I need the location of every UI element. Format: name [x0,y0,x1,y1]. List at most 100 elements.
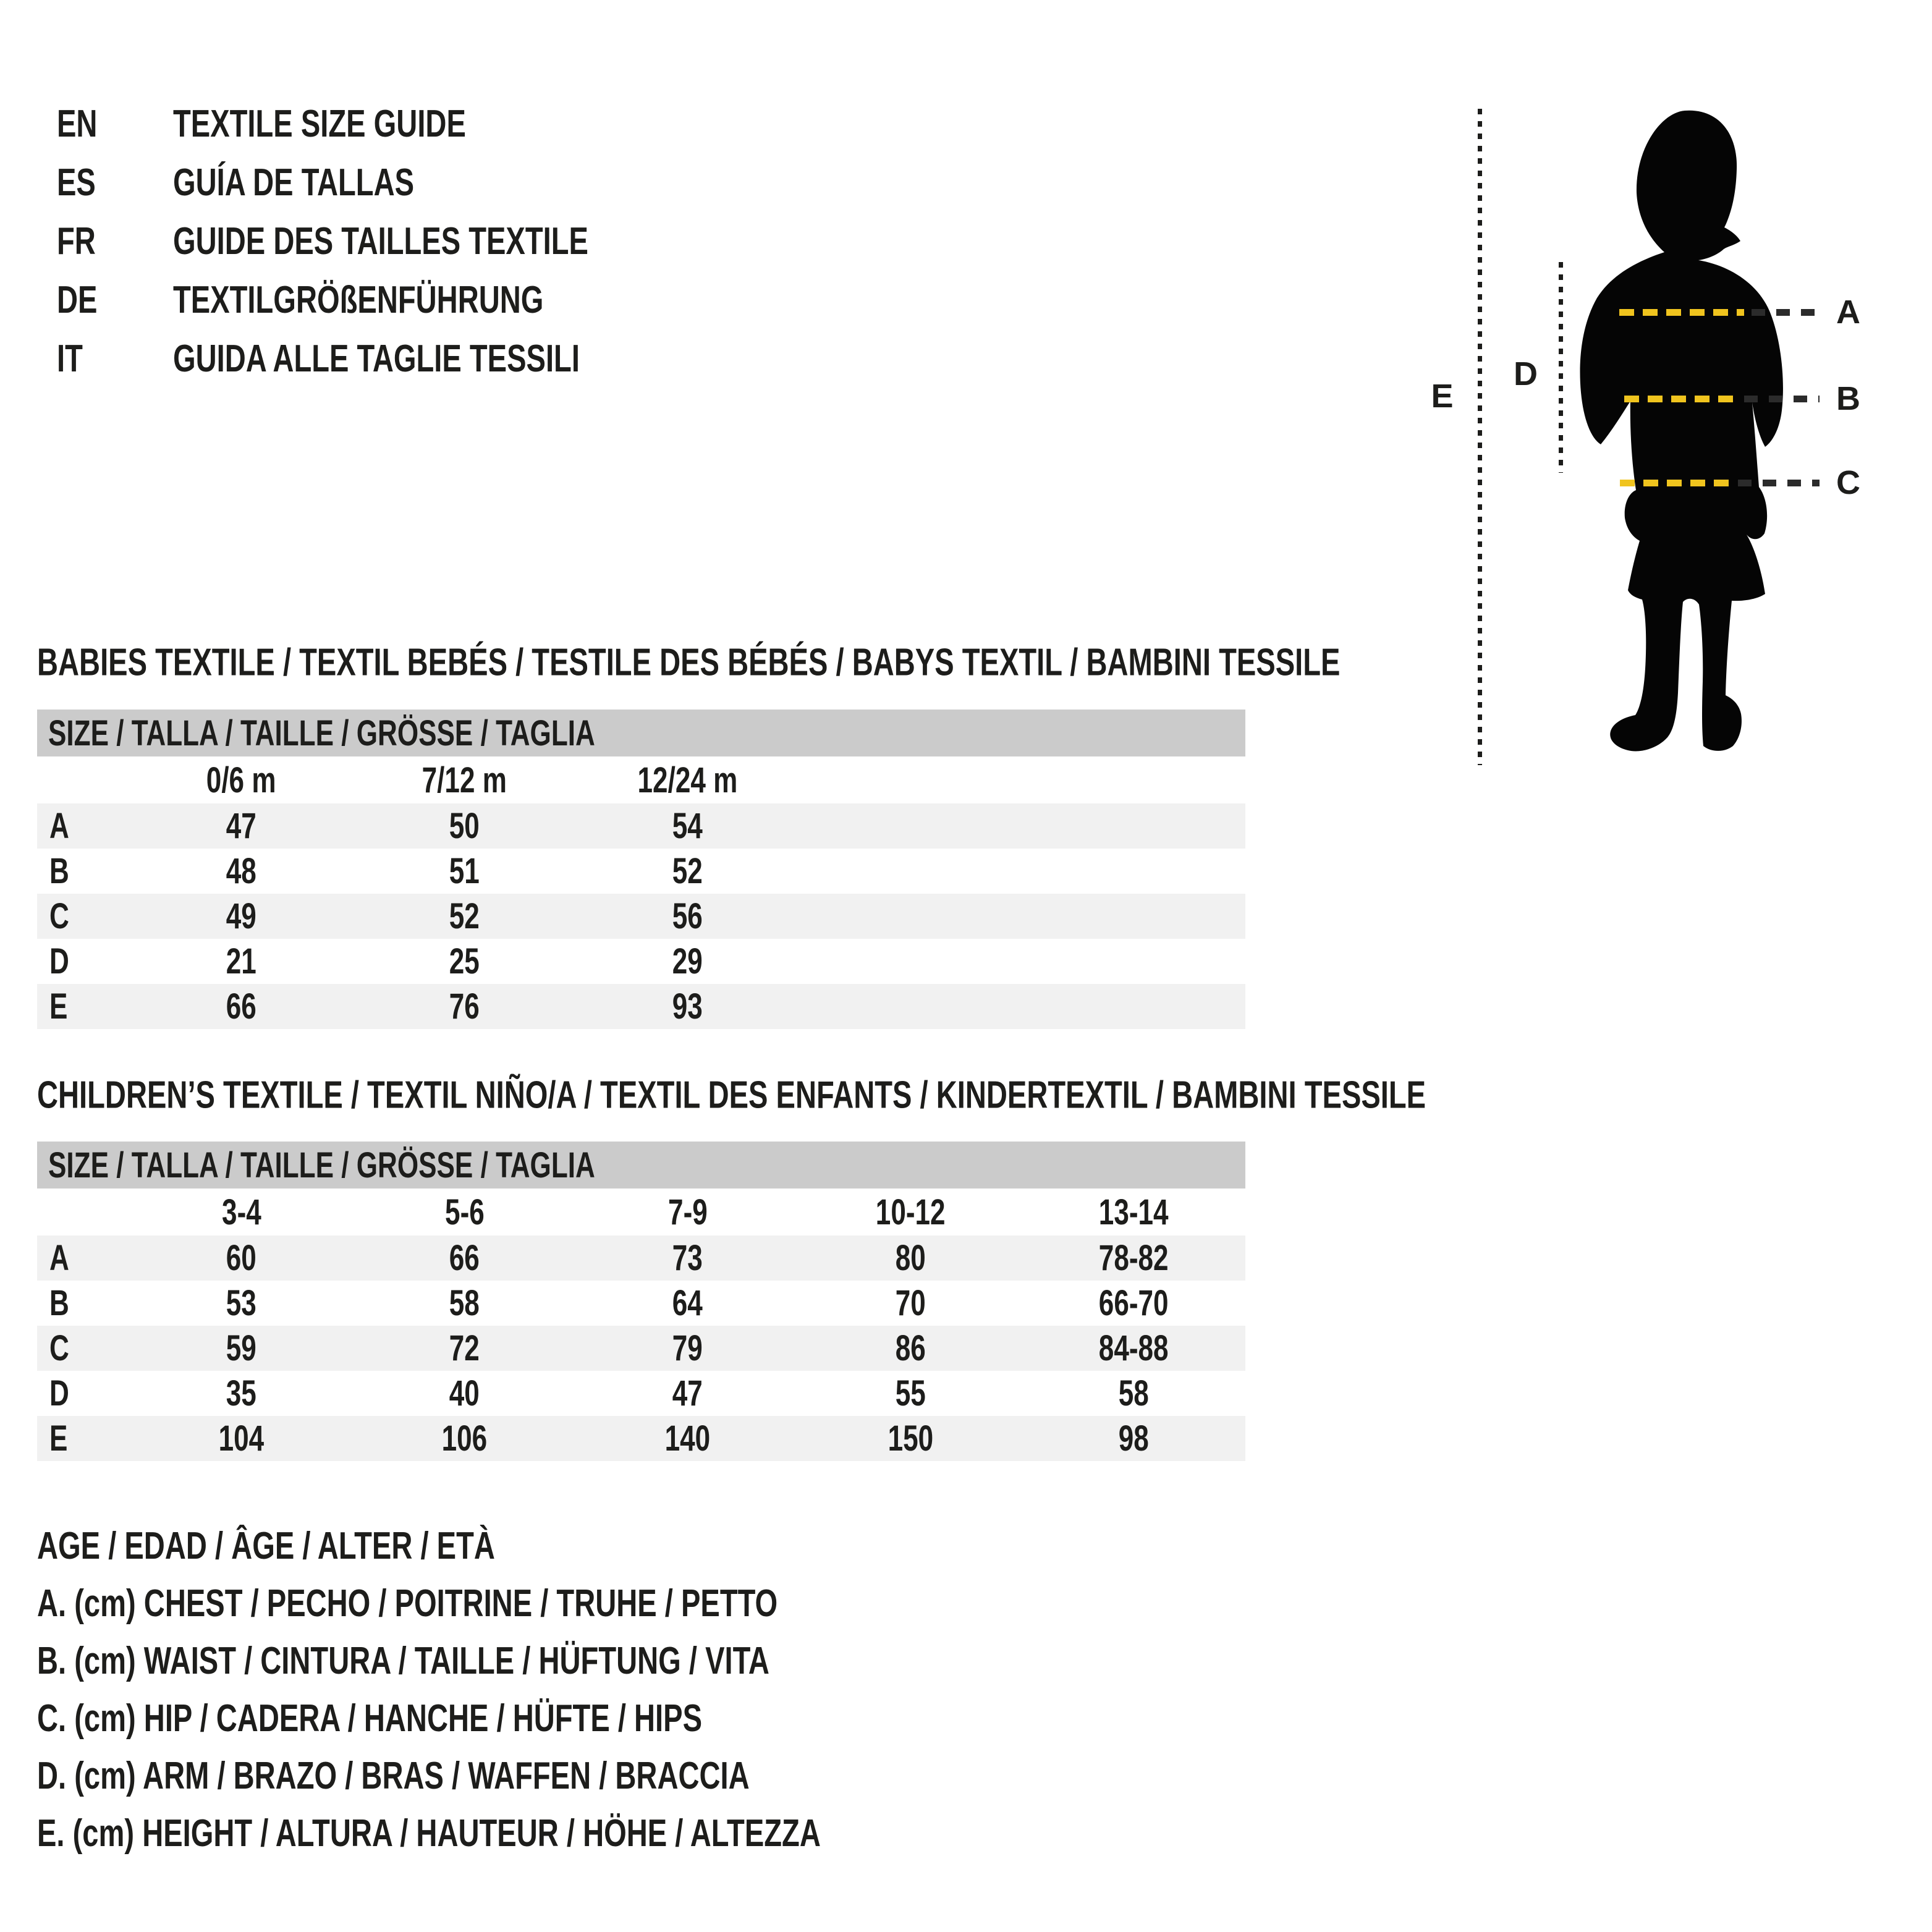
size-value: 150 [888,1418,934,1459]
waist-label-b: B [1836,380,1861,417]
column-header: 7-9 [667,1192,708,1232]
size-value: 47 [672,1373,703,1413]
table-row: E 104 106 140 150 98 [37,1416,1245,1461]
chest-measure-dash-yellow [1619,309,1744,316]
size-value: 59 [226,1328,257,1368]
height-label-e: E [1431,378,1454,415]
size-value: 73 [672,1238,703,1278]
row-label: A [49,806,69,846]
table-row: E 66 76 93 [37,984,1245,1029]
size-value: 47 [226,806,257,846]
height-dotted-line-e [1478,109,1482,765]
language-code: IT [57,337,83,380]
language-title: GUIDE DES TAILLES TEXTILE [173,220,588,263]
language-row: FR GUIDE DES TAILLES TEXTILE [57,212,719,271]
column-header: 3-4 [221,1192,261,1232]
size-value: 56 [672,896,703,936]
legend-line-height: E. (cm) HEIGHT / ALTURA / HAUTEUR / HÖHE… [37,1812,821,1855]
babies-size-table: SIZE / TALLA / TAILLE / GRÖSSE / TAGLIA … [37,710,1245,1029]
size-value: 60 [226,1238,257,1278]
table-row: B 53 58 64 70 66-70 [37,1281,1245,1326]
children-size-table: SIZE / TALLA / TAILLE / GRÖSSE / TAGLIA … [37,1142,1245,1461]
size-value: 40 [449,1373,480,1413]
language-row: EN TEXTILE SIZE GUIDE [57,95,719,153]
row-label: D [49,941,69,981]
size-value: 84-88 [1099,1328,1169,1368]
size-value: 49 [226,896,257,936]
size-value: 98 [1118,1418,1150,1459]
table-row: A 60 66 73 80 78-82 [37,1235,1245,1281]
chest-measure-dash-dark [1752,309,1823,316]
language-row: IT GUIDA ALLE TAGLIE TESSILI [57,329,719,388]
language-code: EN [57,103,98,145]
table-row: D 21 25 29 [37,939,1245,984]
legend-line-waist: B. (cm) WAIST / CINTURA / TAILLE / HÜFTU… [37,1640,769,1682]
size-value: 66 [449,1238,480,1278]
table-row: A 47 50 54 [37,803,1245,849]
column-header: 10-12 [876,1192,946,1232]
size-value: 25 [449,941,480,981]
chest-label-a: A [1836,294,1861,331]
arm-dotted-line-d [1559,262,1563,473]
measurement-legend: AGE / EDAD / ÂGE / ALTER / ETÀ A. (cm) C… [37,1517,1068,1862]
column-header: 13-14 [1099,1192,1169,1232]
size-value: 79 [672,1328,703,1368]
size-value: 51 [449,851,480,891]
arm-label-d: D [1514,355,1538,392]
size-value: 64 [672,1283,703,1323]
row-label: A [49,1238,69,1278]
column-header-row: 0/6 m 7/12 m 12/24 m [37,756,1245,803]
size-header-bar: SIZE / TALLA / TAILLE / GRÖSSE / TAGLIA [37,1142,1245,1188]
table-row: D 35 40 47 55 58 [37,1371,1245,1416]
language-list: EN TEXTILE SIZE GUIDE ES GUÍA DE TALLAS … [57,95,719,388]
hip-measure-dash-yellow [1620,480,1732,486]
size-value: 48 [226,851,257,891]
hip-measure-dash-dark [1738,480,1820,486]
size-value: 54 [672,806,703,846]
waist-measure-dash-yellow [1624,396,1738,402]
babies-section-title: BABIES TEXTILE / TEXTIL BEBÉS / TESTILE … [37,641,1341,684]
size-value: 93 [672,986,703,1027]
size-value: 58 [449,1283,480,1323]
size-value: 76 [449,986,480,1027]
size-value: 78-82 [1099,1238,1169,1278]
size-value: 86 [895,1328,926,1368]
size-value: 72 [449,1328,480,1368]
row-label: B [49,851,69,891]
column-header: 7/12 m [422,760,507,800]
row-label: C [49,1328,69,1368]
language-title: GUÍA DE TALLAS [173,161,415,204]
size-value: 66-70 [1099,1283,1169,1323]
column-header: 0/6 m [206,760,276,800]
column-header: 12/24 m [637,760,738,800]
size-value: 70 [895,1283,926,1323]
row-label: E [49,1418,68,1459]
row-label: E [49,986,68,1027]
legend-line-arm: D. (cm) ARM / BRAZO / BRAS / WAFFEN / BR… [37,1755,750,1797]
size-value: 106 [441,1418,488,1459]
size-value: 29 [672,941,703,981]
size-value: 52 [672,851,703,891]
size-header-bar: SIZE / TALLA / TAILLE / GRÖSSE / TAGLIA [37,710,1245,756]
size-value: 53 [226,1283,257,1323]
language-code: DE [57,279,98,321]
table-row: C 59 72 79 86 84-88 [37,1326,1245,1371]
legend-line-hip: C. (cm) HIP / CADERA / HANCHE / HÜFTE / … [37,1697,703,1740]
size-value: 52 [449,896,480,936]
column-header-row: 3-4 5-6 7-9 10-12 13-14 [37,1188,1245,1235]
size-value: 55 [895,1373,926,1413]
column-header: 5-6 [444,1192,485,1232]
legend-line-age: AGE / EDAD / ÂGE / ALTER / ETÀ [37,1525,495,1567]
language-code: ES [57,161,96,204]
language-row: ES GUÍA DE TALLAS [57,153,719,212]
row-label: C [49,896,69,936]
children-section-title: CHILDREN’S TEXTILE / TEXTIL NIÑO/A / TEX… [37,1074,1426,1117]
hip-label-c: C [1836,464,1861,501]
size-value: 58 [1118,1373,1150,1413]
child-silhouette [1580,110,1783,752]
language-row: DE TEXTILGRÖßENFÜHRUNG [57,271,719,329]
language-code: FR [57,220,96,263]
size-value: 140 [664,1418,711,1459]
language-title: GUIDA ALLE TAGLIE TESSILI [173,337,580,380]
